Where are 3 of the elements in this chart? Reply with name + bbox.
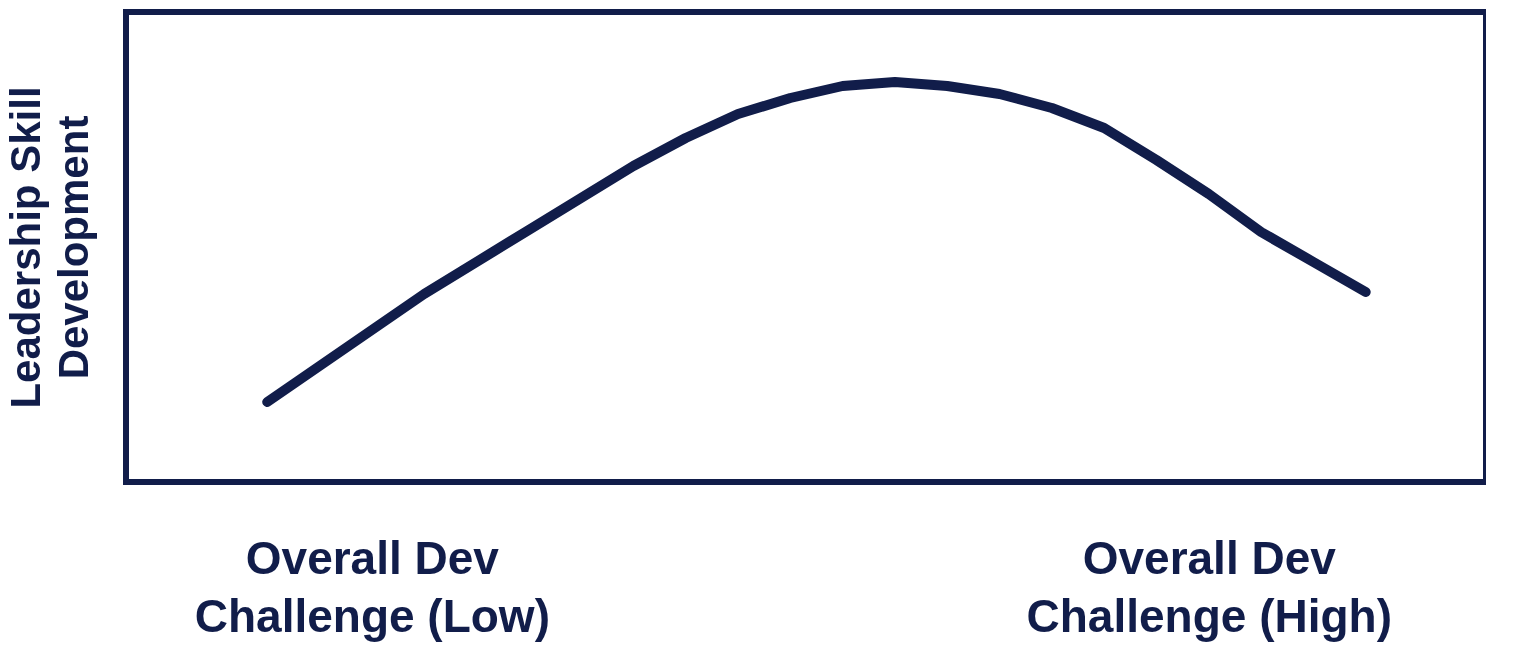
- y-axis-title: Leadership Skill Development: [1, 86, 97, 409]
- x-tick-label: Overall Dev Challenge (High): [1026, 531, 1392, 642]
- x-tick-label: Overall Dev Challenge (Low): [194, 531, 550, 642]
